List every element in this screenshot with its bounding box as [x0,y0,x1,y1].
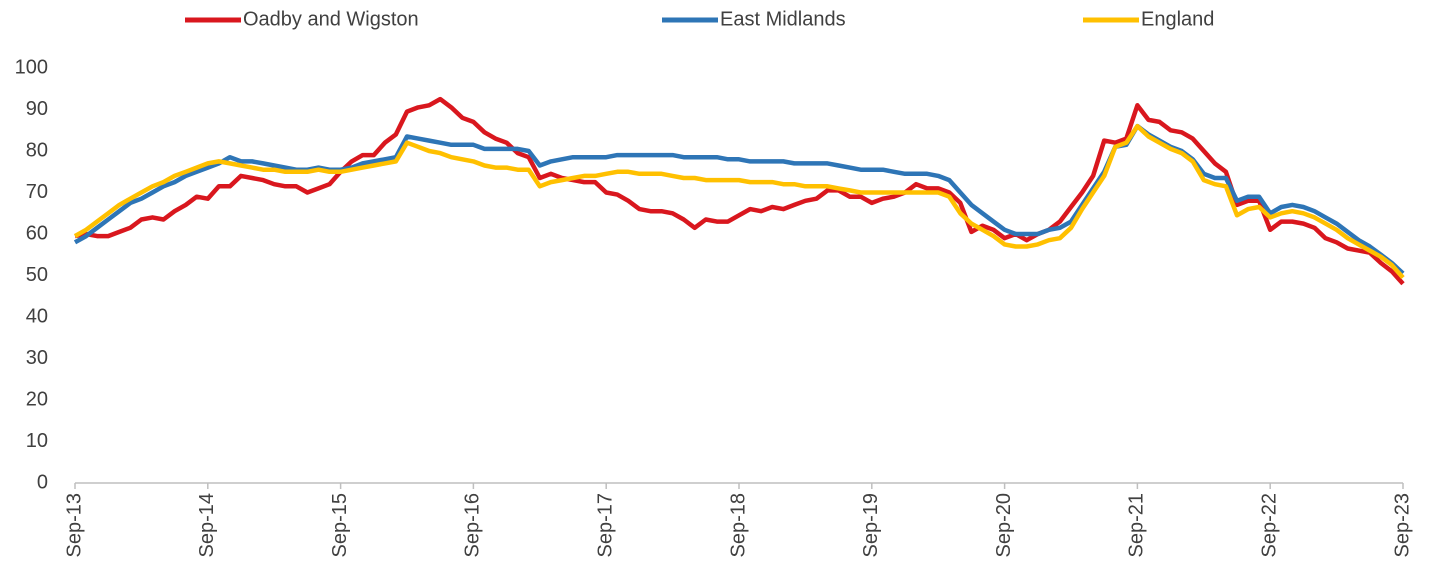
y-tick-label: 80 [26,139,48,161]
legend-label: East Midlands [720,8,846,30]
y-tick-label: 60 [26,222,48,244]
y-tick-label: 20 [26,388,48,410]
x-tick-label: Sep-23 [1391,493,1413,558]
y-tick-label: 0 [37,471,48,493]
x-tick-label: Sep-19 [860,493,882,558]
x-tick-label: Sep-14 [196,493,218,558]
legend-label: Oadby and Wigston [243,8,419,30]
y-tick-label: 40 [26,305,48,327]
y-tick-label: 30 [26,347,48,369]
x-tick-label: Sep-16 [462,493,484,558]
x-tick-label: Sep-13 [63,493,85,558]
x-tick-label: Sep-15 [329,493,351,558]
x-tick-label: Sep-20 [993,493,1015,558]
y-tick-label: 70 [26,181,48,203]
y-tick-label: 10 [26,430,48,452]
series-line [74,96,1405,286]
x-tick-label: Sep-17 [594,493,616,558]
y-tick-label: 90 [26,98,48,120]
y-tick-label: 100 [15,56,48,78]
y-tick-label: 50 [26,264,48,286]
x-tick-label: Sep-21 [1126,493,1148,558]
x-tick-label: Sep-18 [727,493,749,558]
legend-label: England [1141,8,1214,30]
series-line [73,123,1405,280]
x-tick-label: Sep-22 [1258,493,1280,558]
